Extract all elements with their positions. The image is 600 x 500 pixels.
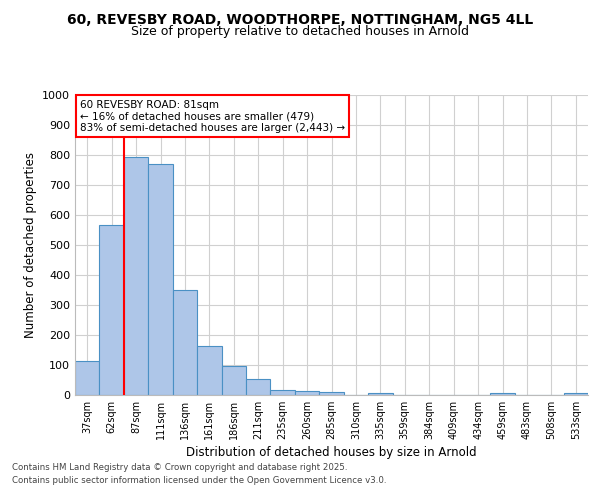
Text: Contains HM Land Registry data © Crown copyright and database right 2025.: Contains HM Land Registry data © Crown c… [12, 464, 347, 472]
Bar [490, 392, 515, 395]
Bar [197, 346, 221, 395]
Text: Contains public sector information licensed under the Open Government Licence v3: Contains public sector information licen… [12, 476, 386, 485]
Bar [319, 392, 344, 395]
Bar [368, 392, 392, 395]
Bar [271, 390, 295, 395]
Bar [295, 392, 319, 395]
Bar [124, 157, 148, 395]
Text: Size of property relative to detached houses in Arnold: Size of property relative to detached ho… [131, 25, 469, 38]
Bar [100, 225, 124, 395]
Bar [75, 362, 100, 395]
Text: 60, REVESBY ROAD, WOODTHORPE, NOTTINGHAM, NG5 4LL: 60, REVESBY ROAD, WOODTHORPE, NOTTINGHAM… [67, 12, 533, 26]
X-axis label: Distribution of detached houses by size in Arnold: Distribution of detached houses by size … [186, 446, 477, 459]
Bar [148, 164, 173, 395]
Bar [246, 380, 271, 395]
Bar [221, 366, 246, 395]
Y-axis label: Number of detached properties: Number of detached properties [23, 152, 37, 338]
Text: 60 REVESBY ROAD: 81sqm
← 16% of detached houses are smaller (479)
83% of semi-de: 60 REVESBY ROAD: 81sqm ← 16% of detached… [80, 100, 345, 132]
Bar [173, 290, 197, 395]
Bar [563, 392, 588, 395]
